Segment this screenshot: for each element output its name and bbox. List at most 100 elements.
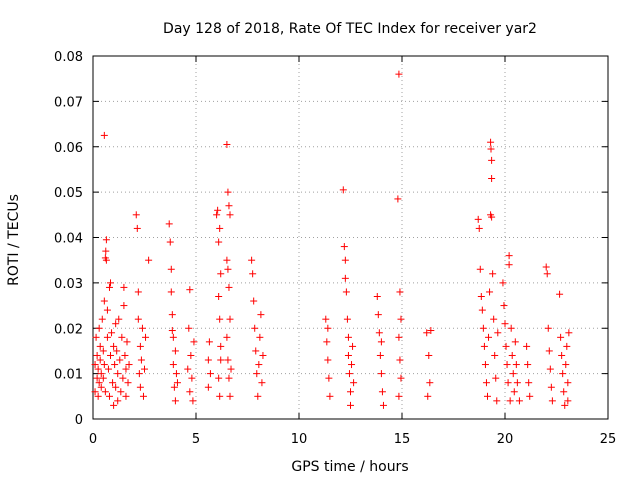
data-point (344, 333, 352, 341)
data-point (102, 236, 110, 244)
data-point (525, 379, 533, 387)
data-point (97, 383, 105, 391)
x-tick-label: 0 (89, 432, 97, 447)
data-point (102, 247, 110, 255)
data-point (217, 270, 225, 278)
data-point (375, 329, 383, 337)
data-point (185, 324, 193, 332)
data-point (501, 320, 509, 328)
data-point (97, 370, 105, 378)
data-point (511, 338, 519, 346)
y-tick-label: 0.01 (54, 368, 83, 383)
x-tick-labels: 0 5 10 15 20 25 (89, 432, 616, 447)
data-point (116, 356, 124, 364)
data-point (223, 140, 231, 148)
data-point (545, 347, 553, 355)
y-tick-label: 0.08 (54, 50, 83, 65)
data-point (558, 351, 566, 359)
data-point (523, 342, 531, 350)
data-point (136, 342, 144, 350)
data-point (485, 333, 493, 341)
data-point (173, 379, 181, 387)
y-tick-label: 0.04 (54, 232, 83, 247)
data-point (226, 392, 234, 400)
data-point (343, 315, 351, 323)
data-point (487, 145, 495, 153)
data-point (110, 401, 118, 409)
data-point (168, 327, 176, 335)
data-point (112, 320, 120, 328)
data-point (123, 338, 131, 346)
data-point (509, 370, 517, 378)
data-point (250, 297, 258, 305)
data-point (93, 351, 101, 359)
data-point (99, 374, 107, 382)
data-point (515, 397, 523, 405)
data-point (226, 315, 234, 323)
data-point (474, 215, 482, 223)
data-point (111, 361, 119, 369)
data-point (492, 374, 500, 382)
data-point (339, 186, 347, 194)
data-point (187, 351, 195, 359)
data-point (171, 397, 179, 405)
data-point (98, 315, 106, 323)
data-point (165, 220, 173, 228)
data-point (189, 397, 197, 405)
data-point (475, 224, 483, 232)
data-point (145, 256, 153, 264)
data-point (100, 361, 108, 369)
data-point (500, 302, 508, 310)
data-point (91, 361, 99, 369)
data-point (103, 306, 111, 314)
data-point (125, 361, 133, 369)
y-tick-label: 0.05 (54, 186, 83, 201)
data-point (502, 342, 510, 350)
data-point (506, 397, 514, 405)
data-point (324, 324, 332, 332)
data-point (342, 288, 350, 296)
data-point (248, 256, 256, 264)
data-point (217, 342, 225, 350)
data-point (105, 283, 113, 291)
data-point (257, 311, 265, 319)
data-point (216, 392, 224, 400)
data-point (172, 370, 180, 378)
data-point (494, 329, 502, 337)
data-point (132, 211, 140, 219)
data-point (142, 333, 150, 341)
data-point (345, 370, 353, 378)
data-point (480, 342, 488, 350)
data-point (94, 365, 102, 373)
data-point (323, 338, 331, 346)
data-point (510, 388, 518, 396)
data-point (93, 374, 101, 382)
data-point (217, 356, 225, 364)
data-point (166, 238, 174, 246)
data-point (224, 356, 232, 364)
data-point (105, 392, 113, 400)
data-point (227, 365, 235, 373)
data-point (121, 351, 129, 359)
data-point (507, 324, 515, 332)
data-point (206, 370, 214, 378)
data-point (224, 265, 232, 273)
x-axis-label: GPS time / hours (291, 459, 408, 475)
data-point (114, 370, 122, 378)
data-point (344, 351, 352, 359)
data-point (559, 370, 567, 378)
data-point (478, 306, 486, 314)
data-point (96, 356, 104, 364)
data-point (256, 333, 264, 341)
data-point (561, 401, 569, 409)
data-point (138, 324, 146, 332)
data-point (347, 388, 354, 396)
data-point (395, 333, 403, 341)
data-point (103, 333, 111, 341)
data-point (377, 338, 385, 346)
data-point (223, 333, 231, 341)
data-point (395, 392, 403, 400)
data-point (548, 397, 556, 405)
y-tick-label: 0.07 (54, 95, 83, 110)
data-point (488, 175, 496, 183)
